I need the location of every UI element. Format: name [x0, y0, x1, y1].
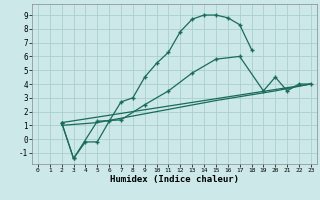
X-axis label: Humidex (Indice chaleur): Humidex (Indice chaleur): [110, 175, 239, 184]
